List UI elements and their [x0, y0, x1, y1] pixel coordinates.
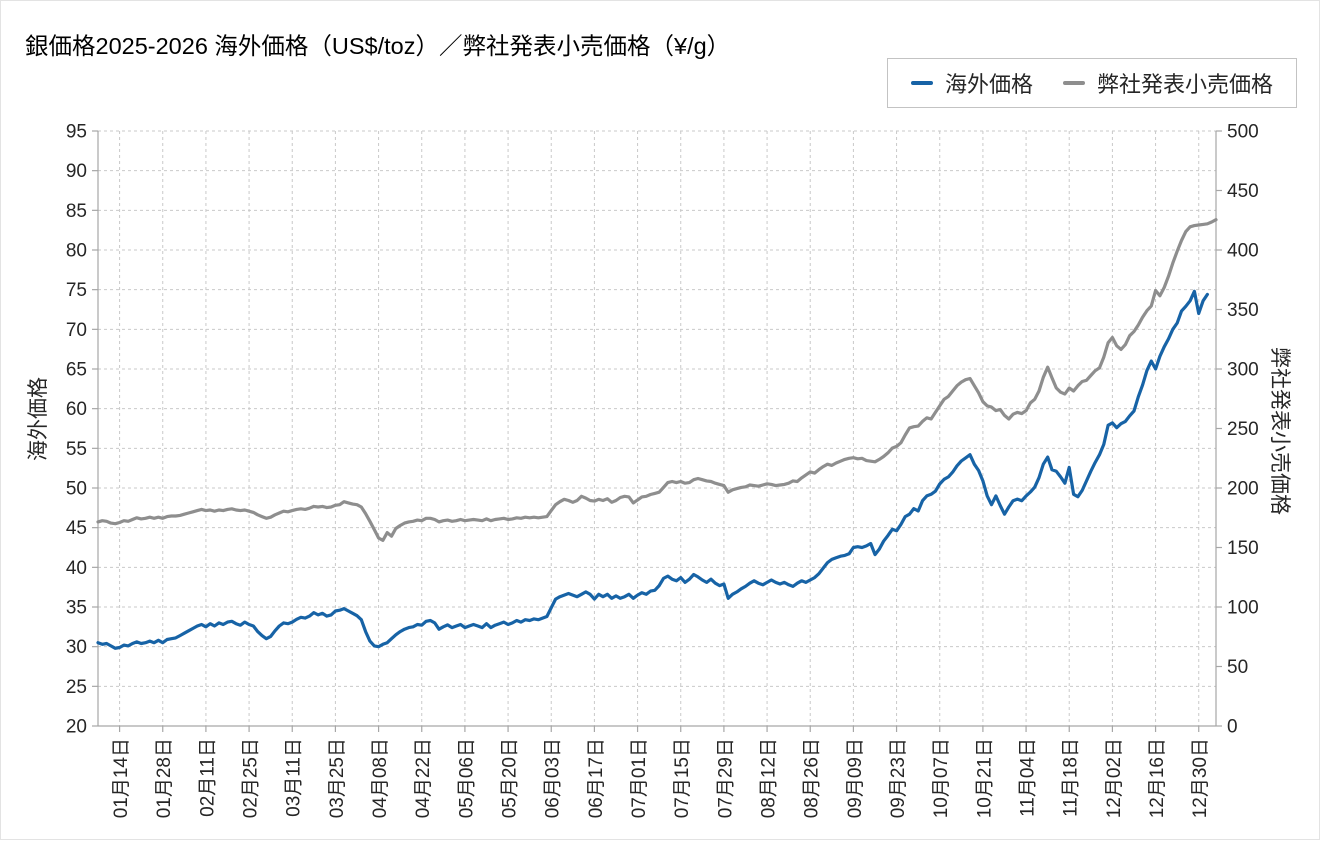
left-tick-label: 45: [66, 518, 87, 539]
right-axis-title: 弊社発表小売価格: [1268, 347, 1291, 515]
right-tick-label: 500: [1227, 122, 1259, 143]
left-tick-label: 30: [66, 637, 87, 658]
left-tick-label: 65: [66, 360, 87, 381]
x-tick-label: 07月01日: [629, 738, 650, 818]
legend-label-overseas: 海外価格: [944, 72, 1033, 97]
x-tick-label: 03月11日: [284, 738, 305, 817]
x-tick-label: 04月08日: [370, 738, 391, 818]
x-tick-label: 02月25日: [241, 738, 262, 818]
right-tick-label: 200: [1227, 479, 1259, 500]
right-tick-label: 250: [1227, 419, 1259, 440]
right-tick-label: 50: [1227, 657, 1248, 678]
retail-line-marker-icon: [1063, 80, 1085, 86]
right-tick-label: 450: [1227, 181, 1259, 202]
x-tick-label: 07月29日: [715, 738, 736, 818]
x-tick-label: 07月15日: [672, 738, 693, 818]
left-tick-label: 40: [66, 558, 87, 579]
x-tick-label: 01月28日: [154, 738, 175, 818]
x-tick-label: 05月06日: [456, 738, 477, 818]
left-tick-label: 80: [66, 241, 87, 262]
x-tick-label: 04月22日: [413, 738, 434, 818]
legend-label-retail: 弊社発表小売価格: [1097, 72, 1274, 97]
chart-title: 銀価格2025-2026 海外価格（US$/toz）／弊社発表小売価格（¥/g）: [25, 33, 731, 59]
overseas-price-line: [96, 289, 1210, 650]
x-tick-label: 08月26日: [802, 738, 823, 818]
x-tick-label: 08月12日: [759, 738, 780, 818]
overseas-line-marker-icon: [910, 80, 933, 86]
x-tick-label: 11月04日: [1018, 738, 1039, 817]
x-tick-label: 11月18日: [1061, 738, 1082, 817]
left-tick-label: 75: [66, 280, 87, 301]
right-tick-label: 0: [1227, 717, 1238, 738]
right-tick-label: 300: [1227, 360, 1259, 381]
left-tick-label: 55: [66, 439, 87, 460]
x-tick-label: 05月20日: [500, 738, 521, 818]
x-tick-label: 03月25日: [327, 738, 348, 818]
x-tick-label: 06月03日: [543, 738, 564, 818]
x-tick-label: 12月16日: [1147, 738, 1168, 818]
left-tick-label: 90: [66, 161, 87, 182]
x-tick-label: 10月21日: [974, 738, 995, 818]
left-tick-label: 70: [66, 320, 87, 341]
x-tick-label: 12月30日: [1190, 738, 1211, 818]
legend: 海外価格 弊社発表小売価格: [887, 58, 1297, 108]
left-tick-label: 20: [66, 717, 87, 738]
right-tick-label: 150: [1227, 538, 1259, 559]
x-tick-label: 12月02日: [1104, 738, 1125, 818]
right-tick-label: 350: [1227, 300, 1259, 321]
legend-item-retail: 弊社発表小売価格: [1063, 67, 1273, 99]
left-tick-label: 95: [66, 122, 87, 143]
legend-item-overseas: 海外価格: [910, 67, 1033, 99]
x-tick-label: 06月17日: [586, 738, 607, 818]
left-tick-label: 25: [66, 677, 87, 698]
x-tick-label: 09月23日: [888, 738, 909, 818]
x-tick-label: 02月11日: [197, 738, 218, 817]
retail-price-line: [96, 218, 1218, 543]
x-tick-label: 10月07日: [931, 738, 952, 818]
left-axis-title: 海外価格: [27, 377, 50, 461]
left-tick-label: 60: [66, 399, 87, 420]
left-tick-label: 85: [66, 201, 87, 222]
left-tick-label: 35: [66, 598, 87, 619]
x-tick-label: 01月14日: [111, 738, 132, 818]
right-tick-label: 100: [1227, 598, 1259, 619]
left-tick-label: 50: [66, 479, 87, 500]
x-tick-label: 09月09日: [845, 738, 866, 818]
right-tick-label: 400: [1227, 241, 1259, 262]
